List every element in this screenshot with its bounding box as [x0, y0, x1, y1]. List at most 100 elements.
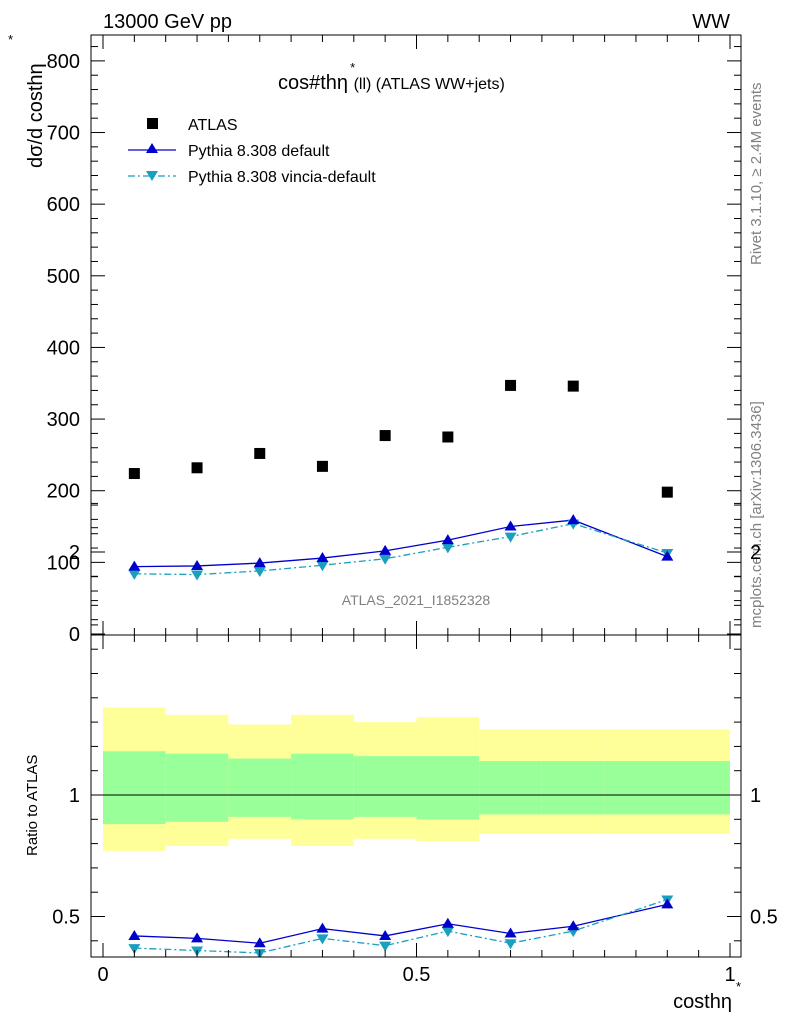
atlas-data-point	[442, 431, 454, 443]
ratio-pythia-vincia-point	[379, 941, 392, 952]
legend-pythia-default-label: Pythia 8.308 default	[188, 143, 330, 160]
mcplots-label: mcplots.cern.ch [arXiv:1306.3436]	[748, 401, 765, 628]
legend-item-pythia-vincia: Pythia 8.308 vincia-default	[128, 169, 376, 186]
pythia-vincia-point	[191, 570, 204, 581]
main-y-tick-label: 100	[47, 552, 80, 574]
ratio-pythia-default-point	[504, 927, 517, 938]
process-label: WW	[692, 11, 730, 33]
legend-item-atlas: ATLAS	[147, 117, 238, 134]
ratio-y-tick-label: 2	[69, 542, 80, 564]
ratio-y-tick-label-right: 0.5	[750, 907, 778, 929]
ratio-plot-data	[128, 895, 674, 957]
ratio-x-tick-label: 1	[724, 964, 735, 986]
atlas-data-point	[567, 380, 579, 392]
ratio-inner-band	[416, 756, 480, 820]
main-y-tick-label: 500	[47, 266, 80, 288]
ratio-pythia-default-point	[316, 922, 329, 933]
ratio-inner-band	[103, 751, 166, 825]
ratio-pythia-default-point	[191, 932, 204, 943]
legend-atlas-label: ATLAS	[188, 117, 238, 134]
pythia-default-point	[504, 520, 517, 531]
analysis-label: ATLAS_2021_I1852328	[342, 592, 491, 608]
ratio-y-tick-label-right: 2	[750, 542, 761, 564]
x-axis-label-text: costhη	[673, 991, 732, 1013]
pythia-vincia-point	[253, 566, 266, 577]
legend-atlas-marker	[147, 118, 158, 129]
pythia-default-line	[134, 519, 668, 568]
ratio-pythia-default-line	[134, 903, 668, 944]
main-y-tick-label: 0	[69, 624, 80, 646]
ratio-y-tick-label: 1	[69, 785, 80, 807]
ratio-y-axis-label: Ratio to ATLAS	[24, 755, 41, 856]
ratio-pythia-default-point	[379, 929, 392, 940]
ratio-inner-band	[541, 760, 605, 815]
ratio-inner-band	[353, 756, 417, 817]
ratio-inner-band	[228, 758, 292, 817]
ratio-uncertainty-bands	[103, 707, 730, 851]
plot-title-sup: *	[350, 60, 355, 75]
atlas-data-point	[505, 379, 517, 391]
legend: ATLAS Pythia 8.308 default Pythia 8.308 …	[128, 117, 376, 186]
ratio-y-tick-label: 0.5	[52, 907, 80, 929]
atlas-data-point	[128, 468, 140, 480]
x-axis-label: costhη	[673, 991, 732, 1013]
pythia-default-point	[567, 514, 580, 525]
legend-item-pythia-default: Pythia 8.308 default	[128, 143, 330, 160]
plot-title: cos#thη* (ll) (ATLAS WW+jets)	[278, 60, 505, 94]
ratio-pythia-vincia-point	[504, 939, 517, 950]
atlas-data-point	[316, 460, 328, 472]
rivet-label: Rivet 3.1.10, ≥ 2.4M events	[748, 83, 765, 266]
pythia-default-point	[128, 560, 141, 571]
atlas-data-point	[254, 447, 266, 459]
ratio-y-axis: 0.5 0.5 1 1 2 2	[52, 502, 778, 942]
ratio-y-tick-label-right: 1	[750, 785, 761, 807]
ratio-pythia-default-point	[253, 937, 266, 948]
main-y-axis-label-text: dσ/d costhη	[25, 63, 47, 168]
plot-title-sub: (ll) (ATLAS WW+jets)	[349, 76, 505, 93]
main-y-tick-label: 200	[47, 481, 80, 503]
pythia-default-point	[379, 544, 392, 555]
pythia-default-point	[191, 559, 204, 570]
main-y-tick-label: 600	[47, 194, 80, 216]
main-y-axis-label-sup: *	[8, 32, 13, 47]
ratio-inner-band	[604, 760, 730, 815]
main-y-tick-label: 300	[47, 409, 80, 431]
main-y-axis-label: dσ/d costhη	[25, 63, 47, 168]
ratio-pythia-vincia-line	[134, 898, 668, 954]
ratio-x-axis: 0 0.5 1	[97, 635, 736, 986]
atlas-data-point	[379, 430, 391, 442]
pythia-vincia-point	[504, 532, 517, 543]
ratio-pythia-default-point	[661, 898, 674, 909]
ratio-pythia-default-point	[441, 917, 454, 928]
ratio-inner-band	[479, 760, 542, 815]
ratio-pythia-vincia-point	[316, 934, 329, 945]
atlas-data-point	[191, 462, 203, 474]
x-axis-label-sup: *	[736, 979, 741, 994]
pythia-vincia-line	[134, 523, 668, 576]
energy-label: 13000 GeV pp	[103, 11, 232, 33]
atlas-data-point	[661, 486, 673, 498]
ratio-panel: 0.5 0.51 12 2 0 0.5 1 Ratio to ATLAS	[24, 502, 778, 986]
main-y-axis: 0 100 200 300 400 500 600 700 800	[47, 46, 741, 646]
main-plot-data	[128, 379, 674, 581]
ratio-inner-band	[165, 753, 229, 822]
pythia-vincia-point	[379, 554, 392, 565]
pythia-vincia-point	[441, 543, 454, 554]
ratio-pythia-vincia-point	[441, 927, 454, 938]
legend-pythia-default-marker	[146, 143, 158, 153]
legend-pythia-vincia-label: Pythia 8.308 vincia-default	[188, 169, 376, 186]
ratio-x-tick-label: 0.5	[403, 964, 431, 986]
pythia-default-point	[316, 552, 329, 563]
pythia-vincia-point	[316, 561, 329, 572]
pythia-default-point	[661, 550, 674, 561]
ratio-pythia-default-point	[567, 920, 580, 931]
ratio-x-tick-label: 0	[97, 964, 108, 986]
pythia-default-point	[253, 557, 266, 568]
legend-pythia-vincia-marker	[146, 171, 158, 181]
ratio-inner-band	[291, 753, 354, 820]
ratio-pythia-vincia-point	[128, 944, 141, 955]
main-x-axis-ticks	[102, 35, 731, 635]
main-y-tick-label: 800	[47, 51, 80, 73]
